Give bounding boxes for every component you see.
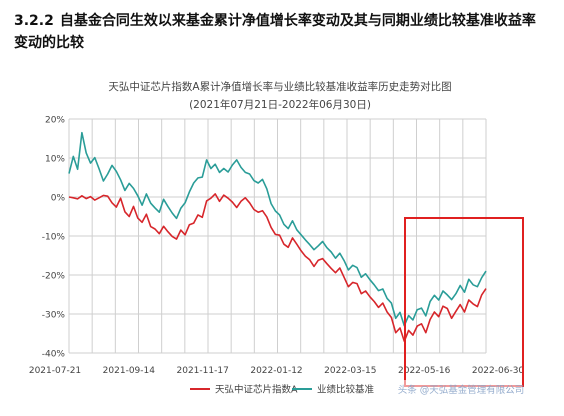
chart-title: 天弘中证芯片指数A累计净值增长率与业绩比较基准收益率历史走势对比图	[108, 80, 451, 93]
y-tick-label: -10%	[42, 233, 66, 243]
watermark: 头条 @天弘基金管理有限公司	[398, 380, 525, 398]
y-tick-label: -30%	[42, 311, 66, 321]
chart-subtitle: (2021年07月21日-2022年06月30日)	[189, 98, 371, 111]
y-tick-label: 0%	[51, 194, 66, 204]
series-line	[68, 131, 487, 327]
y-tick-label: -20%	[42, 272, 66, 282]
watermark-background	[400, 380, 522, 398]
y-tick-label: -40%	[42, 350, 66, 360]
x-tick-label: 2021-11-17	[177, 366, 229, 376]
x-tick-label: 2022-01-12	[250, 366, 302, 376]
series-layer	[68, 131, 487, 343]
x-tick-label: 2021-09-14	[103, 366, 156, 376]
y-axis-labels: 20% 10% 0% -10% -20% -30% -40%	[42, 116, 66, 360]
section-number: 3.2.2	[14, 13, 54, 29]
x-axis-labels: 2021-07-21 2021-09-14 2021-11-17 2022-01-12…	[29, 366, 525, 376]
highlight-box	[404, 217, 524, 387]
y-tick-label: 10%	[45, 155, 65, 165]
x-tick-label: 2022-05-16	[398, 366, 451, 376]
section-title: 3.2.2 自基金合同生效以来基金累计净值增长率变动及其与同期业绩比较基准收益率变…	[14, 10, 544, 54]
chart-legend: 天弘中证芯片指数A 业绩比较基准	[190, 384, 375, 396]
watermark-text: 头条 @天弘基金管理有限公司	[398, 384, 525, 396]
x-tick-label: 2022-06-30	[472, 366, 525, 376]
y-tick-label: 20%	[45, 116, 65, 126]
section-title-text: 自基金合同生效以来基金累计净值增长率变动及其与同期业绩比较基准收益率变动的比较	[14, 13, 536, 51]
series-line	[68, 193, 487, 343]
x-tick-label: 2021-07-21	[29, 366, 81, 376]
legend-label: 业绩比较基准	[317, 384, 375, 396]
legend-label: 天弘中证芯片指数A	[215, 384, 298, 396]
x-tick-label: 2022-03-15	[324, 366, 376, 376]
grid-layer	[68, 118, 487, 354]
